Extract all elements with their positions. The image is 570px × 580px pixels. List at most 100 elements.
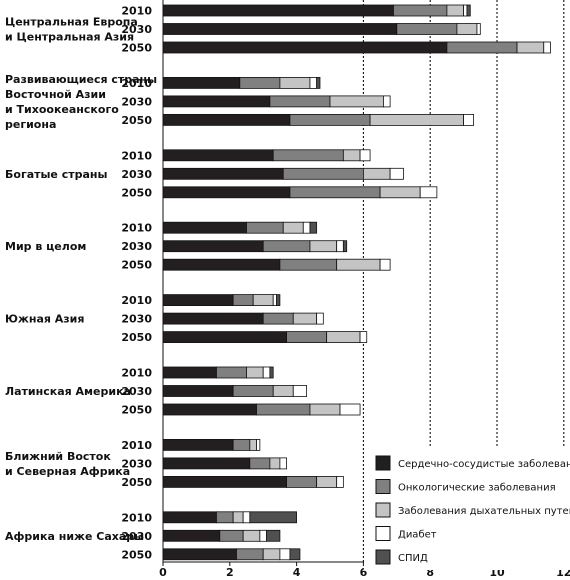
- year-label: 2010: [121, 77, 152, 90]
- bar-segment: [162, 331, 287, 344]
- bar-segment: [256, 438, 261, 451]
- year-label: 2030: [121, 95, 152, 108]
- bar-segment: [543, 41, 551, 54]
- legend-swatch: [375, 455, 391, 471]
- year-label: 2030: [121, 385, 152, 398]
- region-label: и Тихоокеанского: [5, 103, 119, 116]
- bar-segment: [246, 366, 264, 379]
- bar-segment: [252, 294, 274, 307]
- year-label: 2050: [121, 331, 152, 344]
- year-label: 2050: [121, 186, 152, 199]
- bar-segment: [162, 312, 264, 325]
- year-label: 2050: [121, 476, 152, 489]
- bar-segment: [463, 114, 475, 126]
- legend-label: Диабет: [398, 530, 437, 541]
- legend-swatch: [375, 549, 391, 565]
- bar-segment: [476, 23, 481, 35]
- bar-segment: [266, 529, 281, 542]
- bar-segment: [249, 511, 297, 524]
- bar-segment: [279, 258, 338, 271]
- bar-segment: [272, 149, 344, 162]
- bar-segment: [162, 385, 234, 397]
- bar-segment: [383, 95, 391, 108]
- bar-segment: [162, 95, 271, 108]
- legend-label: Онкологические заболевания: [398, 483, 556, 494]
- bar-segment: [302, 221, 311, 234]
- bar-segment: [216, 511, 234, 524]
- bar-segment: [162, 294, 234, 307]
- bar-segment: [336, 240, 344, 253]
- year-label: 2010: [121, 439, 152, 452]
- bar-segment: [369, 114, 464, 126]
- region-label: Мир в целом: [5, 240, 86, 253]
- bar-segment: [316, 475, 338, 488]
- legend-box: [364, 446, 570, 570]
- bar-segment: [342, 240, 348, 253]
- bar-segment: [162, 221, 247, 234]
- region-label: Южная Азия: [5, 313, 84, 326]
- bar-segment: [249, 438, 257, 451]
- year-label: 2050: [121, 42, 152, 55]
- region-label: Центральная Европа: [5, 16, 138, 29]
- bar-segment: [162, 4, 394, 17]
- bar-segment: [162, 149, 274, 162]
- year-label: 2010: [121, 222, 152, 235]
- bar-segment: [466, 4, 471, 17]
- bar-segment: [242, 511, 251, 524]
- bar-segment: [329, 95, 384, 108]
- bar-segment: [456, 23, 478, 35]
- bar-segment: [269, 457, 281, 470]
- bar-segment: [446, 41, 518, 54]
- bar-segment: [379, 258, 391, 271]
- bar-segment: [289, 114, 371, 126]
- year-label: 2030: [121, 240, 152, 253]
- bar-segment: [359, 149, 371, 162]
- bar-segment: [309, 240, 338, 253]
- bar-segment: [276, 294, 281, 307]
- bar-segment: [262, 240, 311, 253]
- bar-segment: [162, 186, 291, 199]
- region-label: региона: [5, 118, 56, 131]
- region-label: Богатые страны: [5, 168, 108, 181]
- bar-segment: [269, 366, 274, 379]
- bar-segment: [162, 457, 251, 470]
- bar-segment: [249, 457, 271, 470]
- legend-swatch: [375, 479, 391, 494]
- bar-segment: [336, 475, 344, 488]
- bar-segment: [309, 77, 318, 89]
- bar-segment: [309, 221, 318, 234]
- bar-segment: [162, 403, 257, 416]
- bar-segment: [162, 366, 217, 379]
- x-tick-label: 8: [426, 566, 434, 579]
- bar-segment: [446, 4, 464, 17]
- bar-segment: [282, 221, 304, 234]
- bar-segment: [292, 312, 318, 325]
- year-label: 2010: [121, 5, 152, 18]
- year-label: 2030: [121, 313, 152, 326]
- bar-segment: [236, 548, 264, 561]
- year-label: 2010: [121, 149, 152, 162]
- year-label: 2030: [121, 168, 152, 181]
- bar-segment: [516, 41, 545, 54]
- bar-segment: [162, 548, 237, 561]
- region-label: Ближний Восток: [5, 450, 111, 463]
- bar-segment: [162, 167, 284, 180]
- bar-segment: [289, 548, 301, 561]
- bar-segment: [216, 366, 247, 379]
- bar-segment: [259, 529, 267, 542]
- year-label: 2050: [121, 548, 152, 561]
- region-label: Развивающиеся страны: [5, 73, 157, 86]
- year-label: 2050: [121, 404, 152, 417]
- bar-segment: [246, 221, 284, 234]
- year-label: 2010: [121, 511, 152, 524]
- year-label: 2050: [121, 259, 152, 272]
- region-label: и Центральная Азия: [5, 31, 134, 44]
- bar-segment: [359, 331, 368, 344]
- bar-segment: [393, 4, 448, 17]
- bar-segment: [162, 529, 221, 542]
- bar-segment: [162, 475, 287, 488]
- bar-segment: [242, 529, 261, 542]
- region-label: и Северная Африка: [5, 465, 130, 478]
- bar-segment: [286, 475, 318, 488]
